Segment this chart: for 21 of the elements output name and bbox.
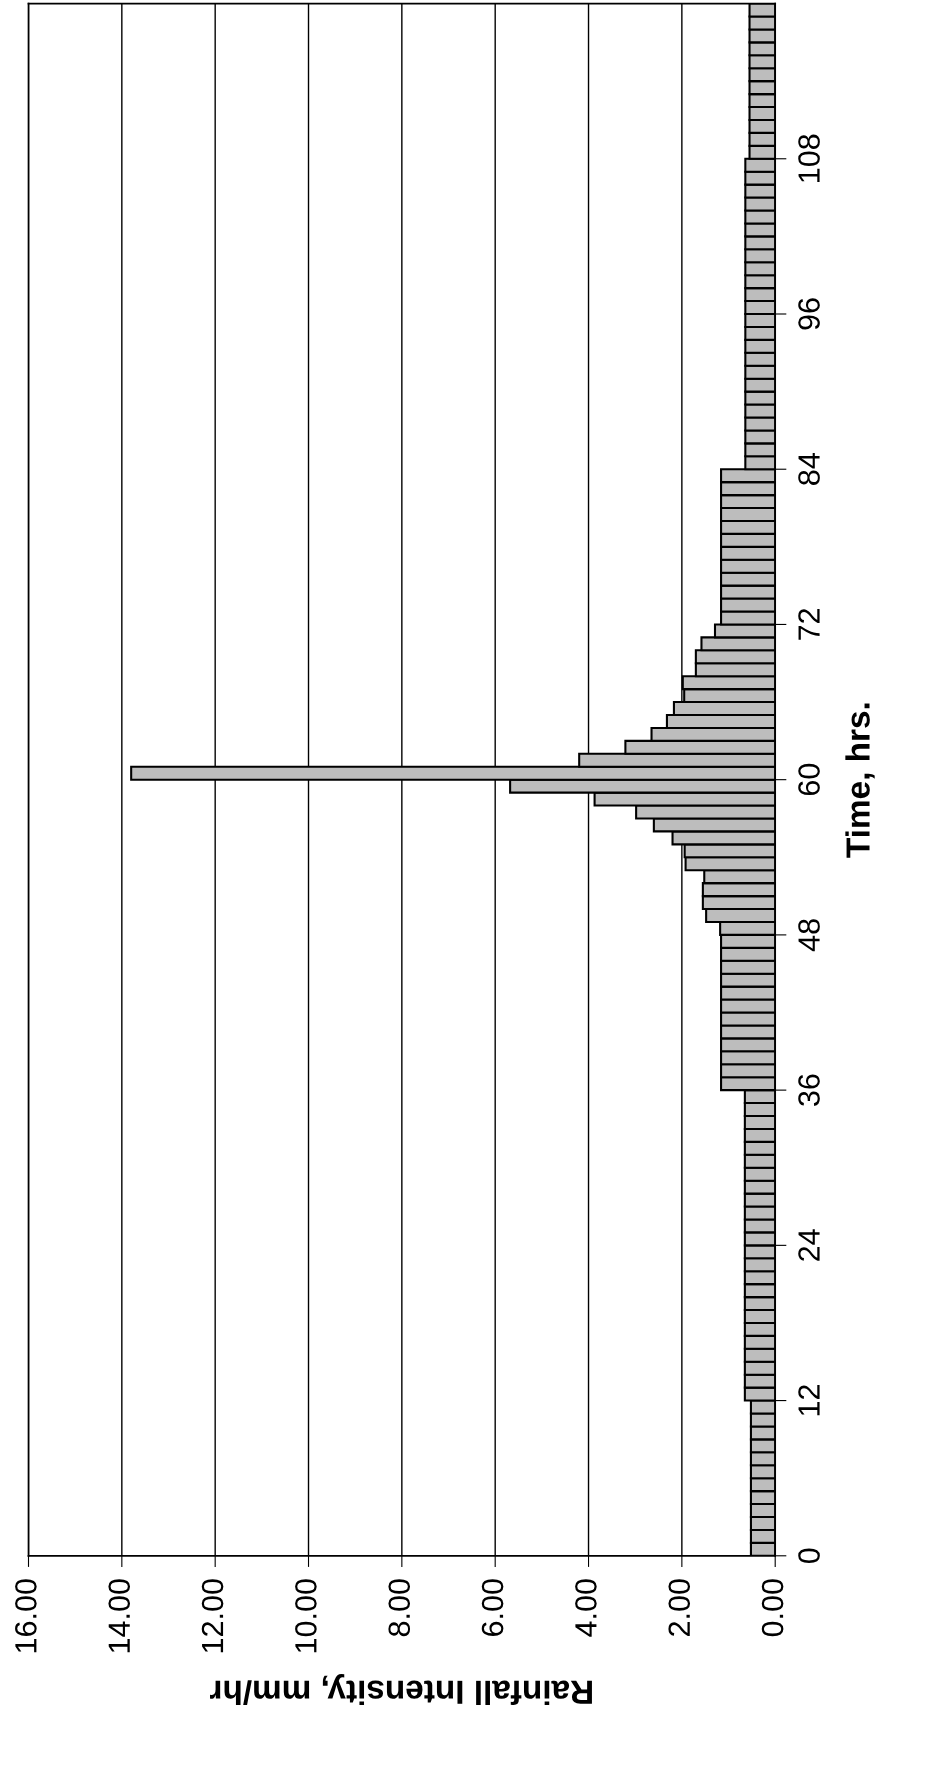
y-tick-label: 12 <box>798 1385 820 1416</box>
x-axis-title: Rainfall Intensity, mm/hr <box>210 1673 592 1705</box>
y-axis-title: Time, hrs. <box>845 703 875 858</box>
x-tick-label: 6.00 <box>481 1579 504 1636</box>
y-tick-label: 72 <box>798 608 820 640</box>
x-tick-label: 4.00 <box>575 1579 597 1637</box>
x-tick-label: 16.00 <box>15 1579 37 1653</box>
y-tick-label: 0 <box>798 1548 820 1564</box>
y-tick-label: 84 <box>798 453 820 485</box>
y-tick-label: 108 <box>798 134 820 182</box>
x-tick-label: 12.00 <box>201 1579 224 1653</box>
x-tick-label: 2.00 <box>668 1579 691 1636</box>
x-tick-label: 14.00 <box>108 1579 131 1653</box>
x-tick-label: 10.00 <box>295 1579 317 1653</box>
x-tick-label: 8.00 <box>388 1579 411 1637</box>
y-tick-label: 24 <box>798 1229 820 1261</box>
y-tick-label: 96 <box>798 298 820 330</box>
x-tick-label: 0.00 <box>761 1579 784 1637</box>
y-tick-label: 48 <box>798 919 820 952</box>
y-tick-label: 60 <box>798 763 820 796</box>
y-tick-label: 36 <box>798 1074 820 1106</box>
